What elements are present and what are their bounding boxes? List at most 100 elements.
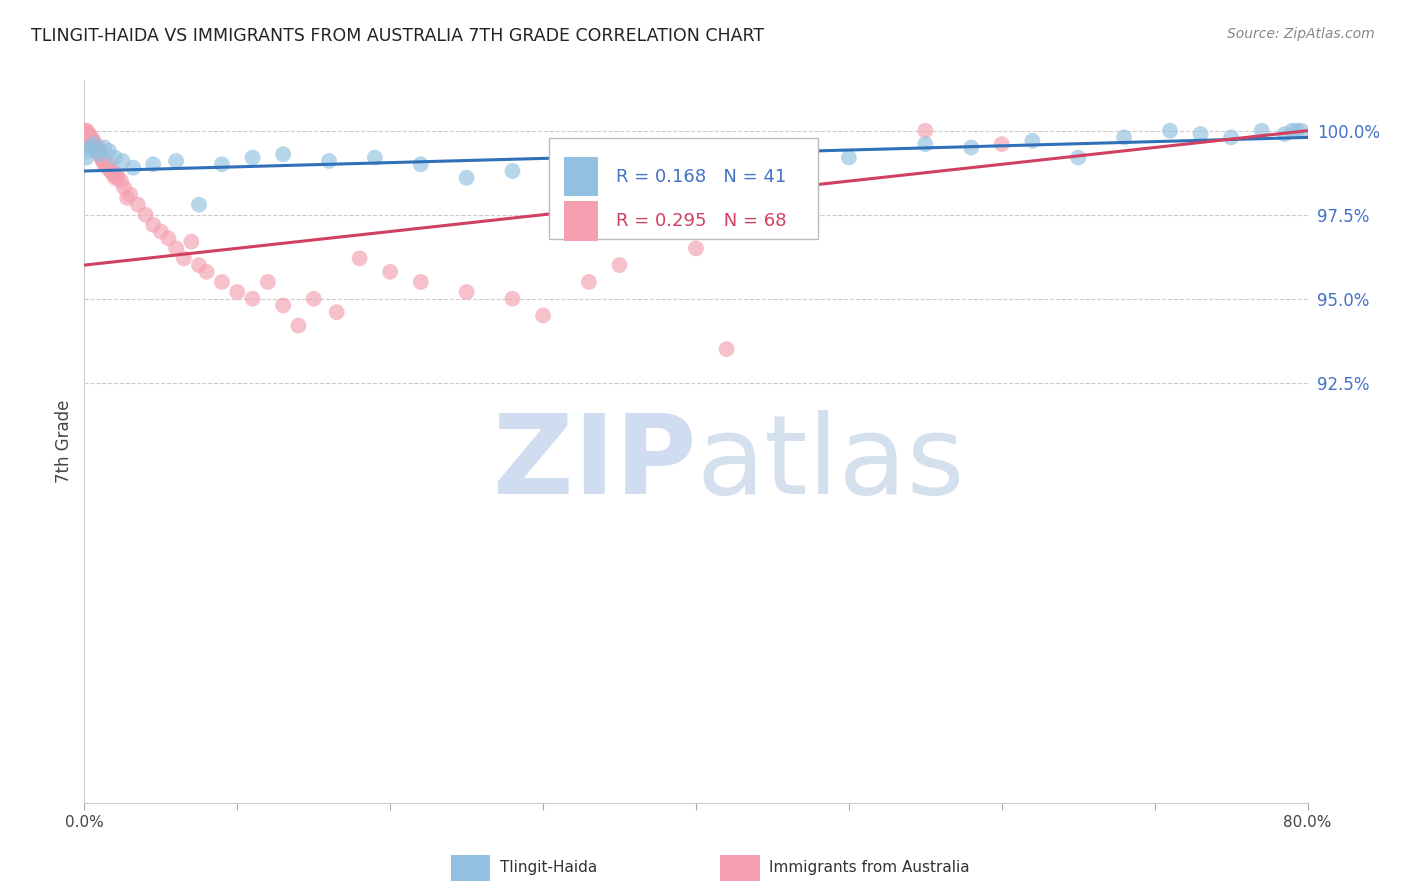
Y-axis label: 7th Grade: 7th Grade <box>55 400 73 483</box>
Text: R = 0.295   N = 68: R = 0.295 N = 68 <box>616 212 787 230</box>
Point <box>135 208 157 222</box>
Point <box>685 241 707 255</box>
Point <box>105 167 128 181</box>
Point <box>1291 124 1313 138</box>
Point <box>1067 151 1090 165</box>
Point <box>142 157 165 171</box>
Point <box>914 137 936 152</box>
Point <box>142 218 165 232</box>
Point <box>409 275 432 289</box>
Point <box>716 342 738 356</box>
Point <box>104 151 127 165</box>
Point <box>838 151 860 165</box>
Point <box>93 157 115 171</box>
FancyBboxPatch shape <box>451 855 491 880</box>
Point <box>257 275 280 289</box>
Point <box>75 127 97 141</box>
Point <box>104 170 127 185</box>
Point <box>83 137 105 152</box>
Point <box>1189 127 1212 141</box>
Point <box>89 147 111 161</box>
Point <box>654 140 676 154</box>
Point <box>502 164 524 178</box>
Text: ZIP: ZIP <box>492 409 696 516</box>
Point <box>1281 124 1303 138</box>
Point <box>271 147 294 161</box>
Point <box>112 181 135 195</box>
Point <box>578 275 600 289</box>
Point <box>149 225 172 239</box>
Point <box>83 137 105 152</box>
Point <box>96 161 118 175</box>
Point <box>456 285 478 299</box>
Point <box>188 258 211 272</box>
Point <box>83 134 105 148</box>
FancyBboxPatch shape <box>564 157 598 196</box>
Point <box>101 164 124 178</box>
Point <box>98 164 121 178</box>
Point <box>654 147 676 161</box>
Point <box>380 265 402 279</box>
Point <box>90 151 112 165</box>
Point <box>94 157 117 171</box>
Point <box>77 127 100 141</box>
Point <box>502 292 524 306</box>
Point <box>86 144 108 158</box>
Point <box>609 258 631 272</box>
Point <box>195 265 218 279</box>
Text: atlas: atlas <box>696 409 965 516</box>
Point <box>80 134 103 148</box>
FancyBboxPatch shape <box>564 202 598 241</box>
Point <box>86 140 108 154</box>
Point <box>82 137 104 152</box>
Point <box>79 130 101 145</box>
Text: Immigrants from Australia: Immigrants from Australia <box>769 860 970 875</box>
Point <box>173 252 195 266</box>
Point <box>75 124 97 138</box>
Point <box>111 153 134 168</box>
Point <box>325 305 347 319</box>
Point <box>89 144 111 158</box>
Point <box>79 140 101 154</box>
Text: Source: ZipAtlas.com: Source: ZipAtlas.com <box>1227 27 1375 41</box>
Point <box>107 170 129 185</box>
Point <box>409 157 432 171</box>
Point <box>1159 124 1181 138</box>
Point <box>76 151 98 165</box>
Point <box>349 252 371 266</box>
Point <box>991 137 1014 152</box>
FancyBboxPatch shape <box>550 138 818 239</box>
Point <box>122 161 145 175</box>
Point <box>103 167 125 181</box>
Point <box>914 124 936 138</box>
FancyBboxPatch shape <box>720 855 759 880</box>
Text: Tlingit-Haida: Tlingit-Haida <box>501 860 598 875</box>
Point <box>609 140 631 154</box>
Point <box>242 292 264 306</box>
Text: R = 0.168   N = 41: R = 0.168 N = 41 <box>616 168 787 186</box>
Point <box>271 298 294 312</box>
Point <box>120 187 142 202</box>
Point <box>226 285 249 299</box>
Point <box>456 170 478 185</box>
Point <box>115 191 138 205</box>
Point <box>318 153 340 168</box>
Point <box>84 140 107 154</box>
Point <box>716 208 738 222</box>
Point <box>287 318 309 333</box>
Point <box>1285 124 1308 138</box>
Point <box>76 124 98 138</box>
Point <box>1274 127 1296 141</box>
Point <box>165 241 187 255</box>
Point <box>761 144 783 158</box>
Point <box>79 134 101 148</box>
Point <box>110 174 132 188</box>
Point <box>188 197 211 211</box>
Point <box>157 231 180 245</box>
Point <box>87 147 110 161</box>
Point <box>531 309 554 323</box>
Point <box>97 157 120 171</box>
Point <box>89 147 111 161</box>
Point <box>1220 130 1243 145</box>
Point <box>77 127 100 141</box>
